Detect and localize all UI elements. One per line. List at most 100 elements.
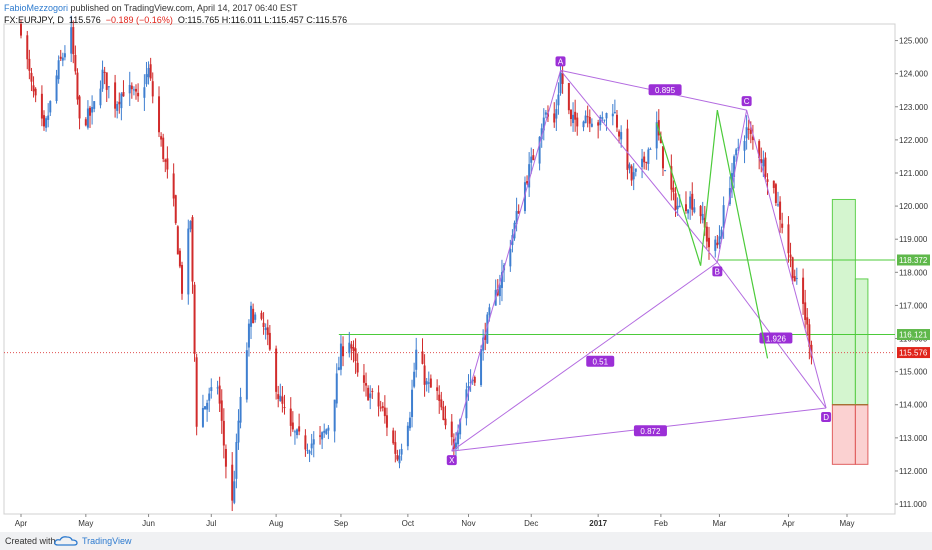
candle-body: [362, 375, 365, 383]
candle-body: [204, 406, 207, 410]
candle-body: [781, 223, 784, 228]
y-tick-label: 114.000: [899, 401, 928, 410]
candle-body: [201, 407, 204, 427]
candle-body: [206, 402, 209, 410]
candle-body: [337, 367, 340, 371]
candle-body: [34, 88, 37, 96]
created-with-text: Created with: [5, 536, 56, 546]
pattern-leg-ab[interactable]: [560, 70, 718, 263]
candle-body: [787, 224, 790, 254]
candle-body: [542, 117, 545, 131]
ratio-label: 1.926: [766, 335, 787, 344]
candle-body: [103, 71, 106, 73]
candle-body: [191, 217, 194, 282]
candle-body: [664, 170, 667, 172]
x-tick-label: 2017: [589, 519, 607, 528]
candle-body: [122, 92, 125, 97]
candle-body: [657, 120, 660, 136]
candle-body: [674, 193, 677, 210]
point-label-bg: [712, 266, 723, 277]
candle-body: [714, 239, 717, 251]
candle-body: [266, 327, 269, 335]
stop-zone[interactable]: [831, 404, 856, 465]
candle-body: [128, 84, 131, 94]
candle-body: [107, 86, 110, 88]
candle-body: [392, 430, 395, 444]
xabcd-pattern[interactable]: X A B C D 0.895 0.51 1.926 0.872: [446, 56, 832, 466]
candle-body: [105, 72, 108, 90]
candle-body: [118, 101, 121, 105]
candle-body: [643, 156, 646, 163]
candle-body: [28, 58, 31, 71]
candle-body: [733, 156, 736, 177]
point-label-bg: [741, 96, 752, 107]
candle-body: [47, 115, 50, 120]
point-label-d: D: [823, 413, 829, 422]
ratio-label: 0.895: [655, 86, 676, 95]
candle-body: [572, 114, 575, 124]
candle-body: [283, 407, 286, 409]
candle-body: [603, 119, 606, 121]
abcd-green-pattern[interactable]: [656, 109, 769, 359]
candle-body: [632, 172, 635, 180]
tradingview-brand[interactable]: TradingView: [82, 536, 132, 546]
candle-body: [132, 89, 135, 91]
candle-body: [89, 107, 92, 116]
candle-body: [569, 109, 572, 120]
candle-body: [86, 108, 89, 128]
candle-body: [772, 180, 775, 188]
candle-body: [718, 236, 721, 245]
candle-body: [509, 249, 512, 267]
candle-body: [333, 399, 336, 432]
candle-body: [620, 132, 623, 140]
candle-body: [308, 450, 311, 454]
candle-body: [553, 113, 556, 123]
candle-body: [735, 149, 738, 156]
candle-body: [676, 205, 679, 210]
candle-body: [383, 407, 386, 417]
candle-body: [496, 288, 499, 296]
pattern-leg-bc[interactable]: [716, 109, 748, 263]
author-name[interactable]: FabioMezzogori: [4, 3, 69, 13]
candle-body: [174, 195, 177, 224]
y-tick-label: 113.000: [899, 434, 928, 443]
level-label: 118.372: [899, 256, 928, 265]
candle-body: [793, 276, 796, 282]
target-zone[interactable]: [854, 278, 869, 406]
point-label-a: A: [558, 57, 564, 66]
candle-body: [222, 420, 225, 446]
candle-body: [289, 408, 292, 426]
horizontal-lines[interactable]: [4, 259, 895, 354]
candle-body: [641, 158, 644, 168]
candle-body: [429, 378, 432, 388]
candle-body: [517, 211, 520, 214]
candle-body: [235, 442, 238, 479]
candle-body: [377, 392, 380, 407]
candle-body: [367, 387, 370, 401]
candle-body: [532, 155, 535, 161]
pattern-leg-cd[interactable]: [746, 109, 827, 409]
candle-body: [500, 272, 503, 288]
abcd-zigzag[interactable]: [656, 109, 769, 359]
pattern-leg-xa[interactable]: [451, 70, 561, 452]
y-tick-label: 117.000: [899, 301, 928, 310]
point-label-bg: [555, 56, 566, 67]
candle-body: [450, 421, 453, 438]
candle-body: [555, 109, 558, 119]
y-tick-label: 125.000: [899, 37, 928, 46]
candle-body: [260, 312, 263, 319]
symbol-name: FX:EURJPY, D: [4, 15, 64, 25]
candle-body: [147, 67, 150, 78]
candle-body: [45, 118, 48, 128]
candle-body: [298, 426, 301, 432]
candle-body: [250, 305, 253, 327]
candle-body: [371, 390, 374, 392]
candle-body: [176, 226, 179, 255]
pattern-leg-xb[interactable]: [451, 261, 718, 452]
position-boxes[interactable]: [831, 198, 869, 465]
stop-zone[interactable]: [854, 404, 869, 465]
target-zone[interactable]: [831, 198, 856, 406]
candle-body: [613, 112, 616, 114]
candle-body: [528, 164, 531, 188]
